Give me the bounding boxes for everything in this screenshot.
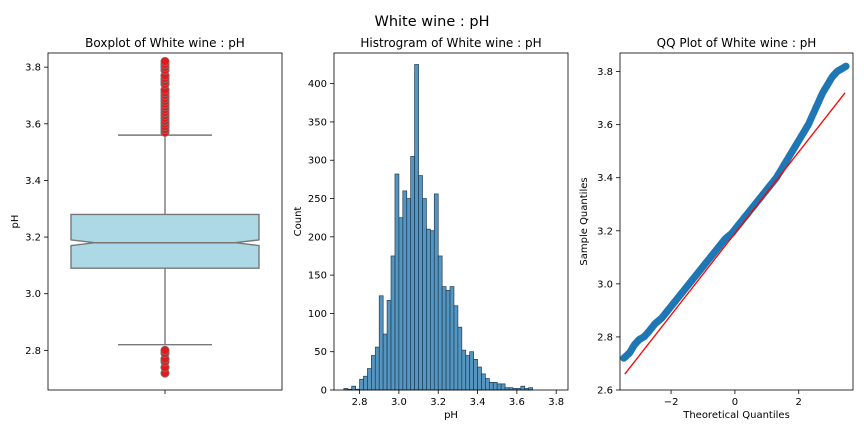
y-tick-label: 100 xyxy=(308,309,327,320)
histogram-bar xyxy=(477,366,482,391)
y-tick-label: 3.4 xyxy=(25,176,41,187)
y-tick-label: 200 xyxy=(308,232,327,243)
histogram-bar xyxy=(426,228,431,391)
histogram-bar xyxy=(492,381,498,391)
histogram-bar xyxy=(500,383,506,391)
histogram-bar xyxy=(437,255,443,391)
panel-title: Boxplot of White wine : pH xyxy=(85,36,245,50)
plot-frame xyxy=(619,52,854,391)
histogram-bar xyxy=(496,383,502,391)
histogram-bar xyxy=(378,295,384,391)
figure-suptitle: White wine : pH xyxy=(375,14,490,30)
histogram-bar xyxy=(461,349,467,391)
y-tick-label: 3.2 xyxy=(597,226,613,237)
box-body xyxy=(70,213,260,269)
qq-plot-panel: QQ Plot of White wine : pH 2.6 2.8 3.0 3.2 3.… xyxy=(579,36,854,421)
y-tick-label: 2.8 xyxy=(25,346,41,357)
histogram-bar xyxy=(402,190,408,391)
histogram-bar xyxy=(382,333,388,391)
y-tick-label: 3.8 xyxy=(25,63,41,74)
y-tick-label: 150 xyxy=(308,271,327,282)
y-tick-label: 3.8 xyxy=(597,67,613,78)
histogram-bar xyxy=(445,290,451,391)
histogram-bar xyxy=(430,230,435,391)
outlier-point xyxy=(160,345,170,355)
histogram-bar xyxy=(520,385,526,391)
x-tick-label: −2 xyxy=(664,397,679,408)
histogram-bar xyxy=(441,286,447,391)
y-tick-label: 250 xyxy=(308,194,327,205)
y-axis-label: Count xyxy=(293,207,304,237)
y-tick-label: 2.6 xyxy=(597,386,613,397)
boxplot-panel: Boxplot of White wine : pH 2.8 3.0 3.2 3.4 3.… xyxy=(10,36,283,394)
histogram-bar xyxy=(371,355,376,391)
y-axis-label: pH xyxy=(10,215,21,229)
histogram-bar xyxy=(485,378,490,391)
histogram-bar xyxy=(433,193,439,391)
histogram-bar xyxy=(351,385,356,391)
x-axis-label: pH xyxy=(444,410,458,421)
y-tick-label: 3.0 xyxy=(597,279,613,290)
y-tick-label: 3.4 xyxy=(597,173,613,184)
histogram-bar xyxy=(367,368,372,391)
plot-frame xyxy=(47,52,283,391)
x-axis-label: Theoretical Quantiles xyxy=(682,410,790,421)
x-tick-label: 0 xyxy=(732,397,738,408)
histogram-bar xyxy=(488,381,494,391)
qq-point xyxy=(842,62,850,70)
histogram-bar xyxy=(473,359,478,391)
y-tick-label: 50 xyxy=(314,347,327,358)
histogram-bar xyxy=(418,175,423,391)
histogram-bar xyxy=(453,305,459,391)
panel-title: QQ Plot of White wine : pH xyxy=(657,36,817,50)
y-tick-label: 3.6 xyxy=(25,119,41,130)
y-axis-label: Sample Quantiles xyxy=(579,177,590,265)
y-tick-label: 3.2 xyxy=(25,233,41,244)
histogram-bar xyxy=(359,378,364,391)
y-tick-label: 300 xyxy=(308,156,327,167)
y-tick-label: 3.0 xyxy=(25,289,41,300)
reference-line xyxy=(624,92,846,375)
histogram-bar xyxy=(457,326,463,391)
histogram-bar xyxy=(390,255,396,391)
histogram-bar xyxy=(363,375,368,391)
x-tick-label: 3.6 xyxy=(509,397,525,408)
y-tick-label: 400 xyxy=(308,79,327,90)
x-tick-label: 2.8 xyxy=(352,397,368,408)
outlier-point xyxy=(160,56,170,67)
panel-title: Histrogram of White wine : pH xyxy=(360,36,541,50)
x-tick-label: 3.4 xyxy=(470,397,486,408)
histogram-bar xyxy=(481,373,486,391)
histogram-bar xyxy=(386,300,392,391)
histogram-bar xyxy=(469,351,474,391)
histogram-bar xyxy=(394,173,400,391)
plot-frame xyxy=(333,52,569,391)
histogram-bar xyxy=(374,346,380,391)
histogram-bar xyxy=(414,64,419,391)
y-tick-label: 0 xyxy=(321,386,327,397)
x-tick-label: 3.2 xyxy=(430,397,446,408)
x-tick-label: 3.8 xyxy=(548,397,564,408)
histogram-bar xyxy=(410,156,415,391)
histogram-bar xyxy=(422,198,427,391)
y-tick-label: 3.6 xyxy=(597,120,613,131)
y-tick-label: 2.8 xyxy=(597,332,613,343)
x-tick-label: 2 xyxy=(796,397,802,408)
histogram-panel: Histrogram of White wine : pH 0 50 100 150 20… xyxy=(293,36,569,421)
x-tick-label: 3.0 xyxy=(391,397,407,408)
histogram-bar xyxy=(406,198,412,391)
y-tick-label: 350 xyxy=(308,117,327,128)
histogram-bar xyxy=(465,355,471,391)
histogram-bar xyxy=(398,217,404,391)
histogram-bar xyxy=(449,286,455,391)
